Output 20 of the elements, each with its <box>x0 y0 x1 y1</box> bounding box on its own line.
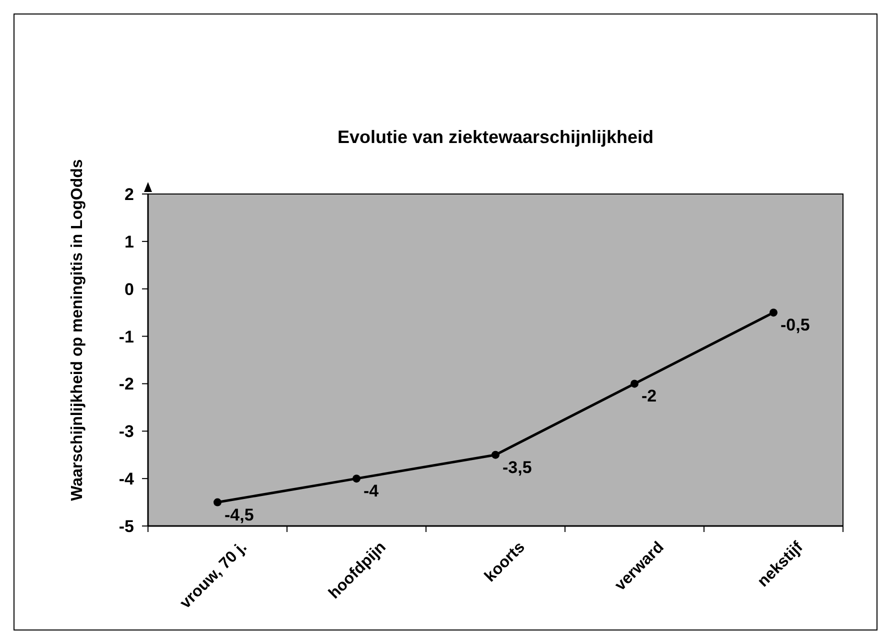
point <box>214 498 222 506</box>
y-tick-label: 0 <box>124 280 134 299</box>
y-tick-label: -1 <box>118 327 134 346</box>
point <box>352 474 360 483</box>
data-label: -2 <box>642 386 657 406</box>
y-tick-label: 2 <box>124 185 134 204</box>
y-tick-label: 1 <box>124 232 134 252</box>
point <box>630 380 638 388</box>
y-tick-label: -4 <box>118 470 135 489</box>
point <box>492 450 500 459</box>
data-label: -0,5 <box>780 316 810 335</box>
y-tick-label: -3 <box>118 422 134 442</box>
data-label: -4,5 <box>224 505 254 524</box>
y-tick-label: -2 <box>118 374 134 394</box>
chart-title: Evolutie van ziektewaarschijnlijkheid <box>337 127 654 147</box>
point <box>770 308 778 317</box>
data-label: -4 <box>364 482 380 501</box>
data-label: -3,5 <box>502 458 532 477</box>
y-axis-title: Waarschijnlijkheid op meningitis in LogOdds <box>69 159 86 501</box>
y-tick-label: -5 <box>118 517 134 536</box>
